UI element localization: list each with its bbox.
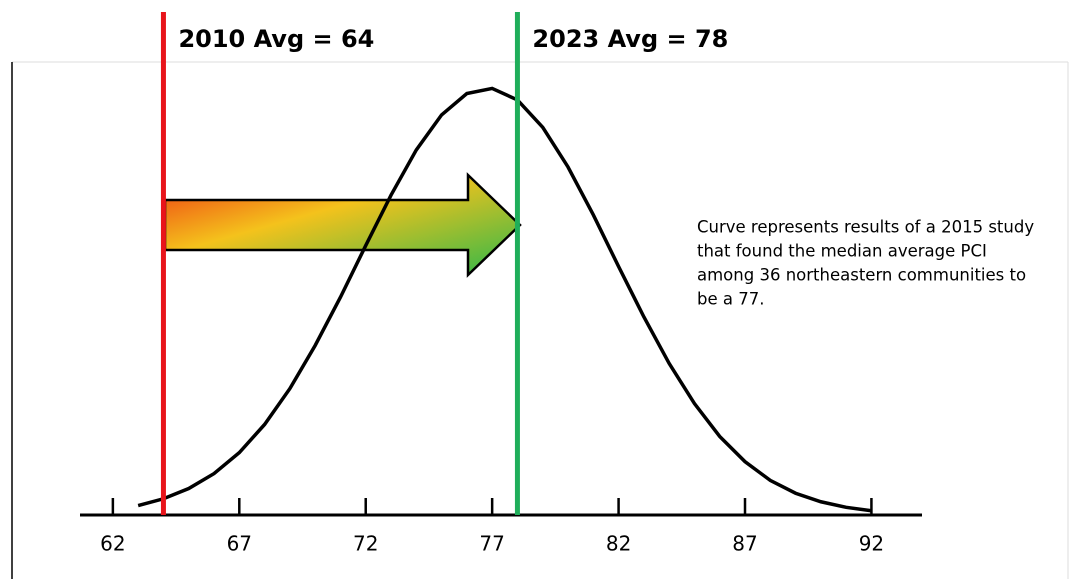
average-label: 2010 Avg = 64 bbox=[178, 25, 374, 53]
note-line: Curve represents results of a 2015 study bbox=[697, 218, 1034, 237]
note-line: among 36 northeastern communities to bbox=[697, 266, 1026, 285]
note-line: that found the median average PCI bbox=[697, 242, 987, 261]
x-tick-label: 77 bbox=[479, 532, 504, 556]
x-tick-label: 62 bbox=[100, 532, 125, 556]
average-label: 2023 Avg = 78 bbox=[532, 25, 728, 53]
note-line: be a 77. bbox=[697, 290, 764, 309]
x-tick-label: 87 bbox=[732, 532, 757, 556]
x-tick-label: 72 bbox=[353, 532, 378, 556]
x-tick-label: 92 bbox=[859, 532, 884, 556]
x-tick-label: 82 bbox=[606, 532, 631, 556]
shift-arrow bbox=[163, 172, 522, 278]
x-tick-label: 67 bbox=[227, 532, 252, 556]
distribution-curve bbox=[137, 86, 872, 513]
